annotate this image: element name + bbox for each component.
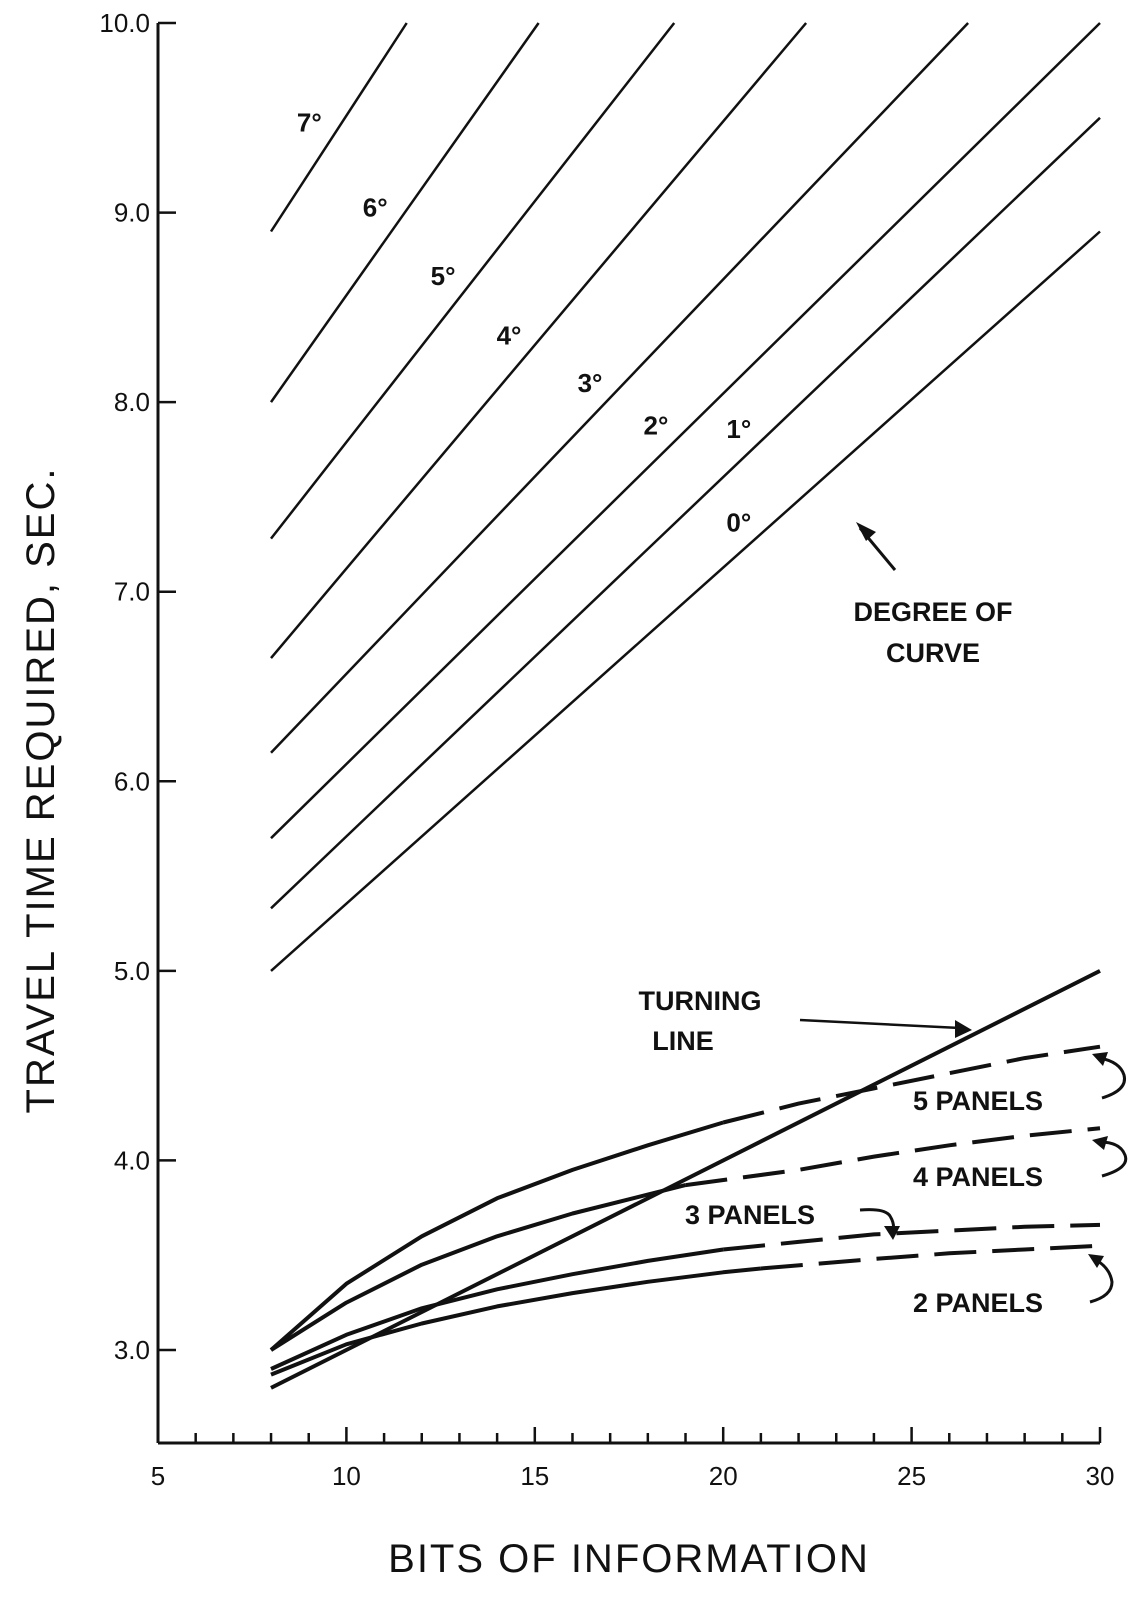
panel-dashed-line-2 bbox=[722, 1222, 1101, 1252]
three-panels-label: 3 PANELS bbox=[685, 1200, 815, 1230]
y-tick-label: 3.0 bbox=[114, 1335, 150, 1365]
y-tick-label: 5.0 bbox=[114, 956, 150, 986]
degree-line-6 bbox=[269, 22, 540, 403]
turning-line-arrow bbox=[799, 1018, 961, 1030]
series-lines: 0° 1° 2° 3° 4° 5° 6° 7° bbox=[269, 22, 1101, 1390]
degree-of-curve-label-2: CURVE bbox=[886, 638, 980, 668]
degree-label-2: 2° bbox=[644, 411, 669, 441]
degree-line-2 bbox=[270, 22, 1101, 840]
x-tick-label: 5 bbox=[151, 1461, 165, 1491]
y-tick-label: 4.0 bbox=[114, 1145, 150, 1175]
five-panels-arrowhead bbox=[1092, 1052, 1108, 1066]
y-tick-label: 6.0 bbox=[114, 766, 150, 796]
annotation-arrows bbox=[799, 522, 1128, 1304]
four-panels-bracket bbox=[1099, 1140, 1128, 1178]
axis-ticks: 5 10 15 20 25 30 3.0 4.0 5.0 6.0 7.0 8.0 9.0 10.0 bbox=[99, 8, 1114, 1491]
panel-solid-line-2 bbox=[270, 1247, 724, 1371]
y-axis-title: TRAVEL TIME REQUIRED, SEC. bbox=[19, 467, 63, 1114]
degree-label-4: 4° bbox=[497, 321, 522, 351]
turning-line-label-2: LINE bbox=[652, 1026, 714, 1056]
y-tick-label: 8.0 bbox=[114, 387, 150, 417]
five-panels-bracket bbox=[1099, 1056, 1127, 1100]
degree-of-curve-label-1: DEGREE OF bbox=[853, 597, 1012, 627]
chart-labels: BITS OF INFORMATION TRAVEL TIME REQUIRED… bbox=[19, 467, 1043, 1581]
panel-solid-line-3 bbox=[270, 1266, 762, 1377]
four-panels-arrowhead bbox=[1092, 1136, 1108, 1150]
two-panels-arrowhead bbox=[1088, 1254, 1104, 1268]
x-axis-title: BITS OF INFORMATION bbox=[388, 1537, 870, 1581]
y-tick-label: 10.0 bbox=[99, 8, 150, 38]
x-tick-label: 10 bbox=[332, 1461, 361, 1491]
panel-dashed-line-3 bbox=[760, 1243, 1101, 1271]
two-panels-label: 2 PANELS bbox=[913, 1288, 1043, 1318]
panel-solid-line-1 bbox=[269, 1183, 686, 1352]
degree-label-1: 1° bbox=[726, 414, 751, 444]
x-tick-label: 25 bbox=[897, 1461, 926, 1491]
four-panels-label: 4 PANELS bbox=[913, 1162, 1043, 1192]
degree-label-7: 7° bbox=[297, 107, 322, 137]
degree-line-1 bbox=[270, 116, 1101, 910]
axes bbox=[156, 23, 1100, 1445]
five-panels-label: 5 PANELS bbox=[913, 1086, 1043, 1116]
degree-label-3: 3° bbox=[578, 368, 603, 398]
panel-dashed-line-0 bbox=[722, 1044, 1101, 1125]
panel-dashed-line-1 bbox=[685, 1126, 1101, 1188]
turning-line-arrowhead bbox=[955, 1020, 972, 1038]
degree-of-curve-arrowhead bbox=[856, 522, 876, 541]
degree-line-4 bbox=[270, 22, 808, 659]
degree-label-5: 5° bbox=[431, 261, 456, 291]
y-tick-label: 7.0 bbox=[114, 577, 150, 607]
degree-line-0 bbox=[270, 230, 1101, 972]
x-tick-label: 30 bbox=[1086, 1461, 1115, 1491]
three-panels-arrowhead bbox=[884, 1226, 900, 1240]
x-tick-label: 15 bbox=[520, 1461, 549, 1491]
turning-line bbox=[270, 969, 1101, 1390]
turning-line-label-1: TURNING bbox=[639, 986, 762, 1016]
two-panels-bracket bbox=[1089, 1258, 1114, 1304]
x-tick-label: 20 bbox=[709, 1461, 738, 1491]
degree-line-3 bbox=[270, 22, 970, 754]
degree-line-5 bbox=[270, 22, 676, 540]
degree-line-7 bbox=[269, 22, 408, 233]
y-tick-label: 9.0 bbox=[114, 198, 150, 228]
degree-label-6: 6° bbox=[363, 193, 388, 223]
degree-label-0: 0° bbox=[726, 507, 751, 537]
panel-solid-line-0 bbox=[269, 1120, 724, 1352]
